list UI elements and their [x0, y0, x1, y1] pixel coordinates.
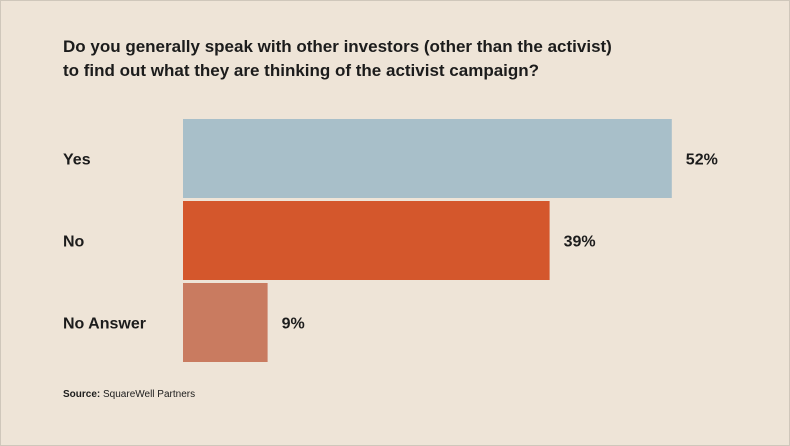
- category-label: No Answer: [63, 316, 146, 333]
- bar-no: [183, 201, 550, 280]
- chart-title-line-1: Do you generally speak with other invest…: [63, 37, 612, 56]
- source-text: SquareWell Partners: [103, 389, 196, 400]
- source-label: Source:: [63, 389, 101, 400]
- source-note: Source: SquareWell Partners: [63, 389, 195, 400]
- bar-yes: [183, 119, 672, 198]
- data-label: 39%: [564, 234, 596, 251]
- bar-no-answer: [183, 283, 268, 362]
- data-label: 9%: [282, 316, 305, 333]
- category-label: Yes: [63, 152, 91, 169]
- chart-title-line-2: to find out what they are thinking of th…: [63, 61, 540, 80]
- category-label: No: [63, 234, 85, 251]
- chart-title: Do you generally speak with other invest…: [63, 35, 703, 83]
- data-label: 52%: [686, 152, 718, 169]
